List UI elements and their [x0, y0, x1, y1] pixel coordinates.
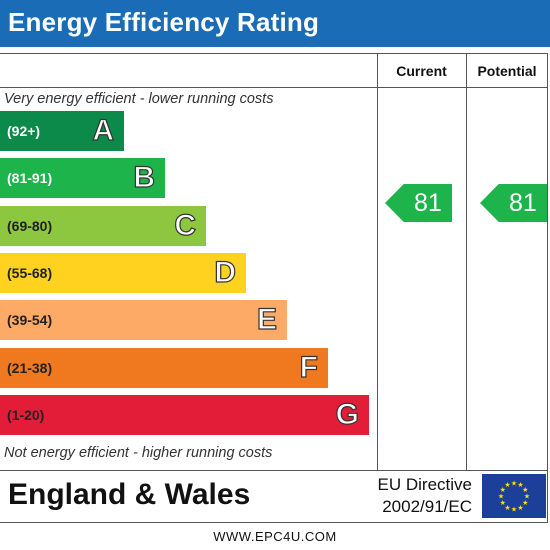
eu-star-icon: ★ [500, 499, 506, 507]
chart-frame [0, 53, 548, 523]
eu-star-icon: ★ [522, 486, 528, 494]
top-efficiency-note: Very energy efficient - lower running co… [4, 91, 274, 107]
band-range-label: (69-80) [7, 218, 53, 234]
eu-star-icon: ★ [522, 499, 528, 507]
eu-star-icon: ★ [504, 504, 510, 512]
band-range-label: (55-68) [7, 265, 53, 281]
eu-stars-icon: ★ ★★★★★★★★★★★ [498, 480, 530, 514]
band-g: (1-20) G [0, 395, 369, 435]
eu-flag-icon: ★ ★ ★ ★ ★ ★ ★ ★ ★ ★ ★ ★ [482, 474, 546, 518]
band-letter: E [256, 302, 277, 336]
band-letter: C [174, 208, 197, 242]
current-rating-value: 81 [413, 189, 442, 217]
band-c: (69-80) C [0, 206, 206, 246]
band-letter: D [214, 255, 237, 289]
band-letter: A [92, 113, 115, 147]
band-range-label: (92+) [7, 123, 41, 139]
eu-directive-line2: 2002/91/EC [382, 497, 472, 516]
eu-star-icon: ★ [498, 493, 504, 501]
title-bar: Energy Efficiency Rating [0, 0, 550, 47]
eu-star-icon: ★ [511, 480, 517, 488]
eu-star-icon: ★ [517, 481, 523, 489]
column-divider-current [377, 53, 378, 471]
band-e: (39-54) E [0, 300, 287, 340]
band-range-label: (21-38) [7, 360, 53, 376]
band-range-label: (1-20) [7, 407, 45, 423]
page-title: Energy Efficiency Rating [8, 7, 320, 37]
country-label: England & Wales [8, 478, 251, 511]
band-range-label: (81-91) [7, 170, 53, 186]
eu-star-icon: ★ [524, 493, 530, 501]
eu-star-icon: ★ [504, 481, 510, 489]
column-divider-potential [466, 53, 467, 471]
current-column-header: Current [396, 63, 447, 79]
eu-directive-line1: EU Directive [377, 475, 472, 494]
band-letter: G [335, 397, 360, 431]
website-url: WWW.EPC4U.COM [213, 529, 337, 544]
eu-star-icon: ★ [500, 486, 506, 494]
band-letter: B [133, 160, 156, 194]
band-f: (21-38) F [0, 348, 328, 388]
potential-column-header: Potential [477, 63, 537, 79]
header-row-divider [0, 87, 548, 88]
band-range-label: (39-54) [7, 312, 53, 328]
band-letter: F [299, 350, 319, 384]
band-b: (81-91) B [0, 158, 165, 198]
potential-rating-value: 81 [508, 189, 537, 217]
band-d: (55-68) D [0, 253, 246, 293]
footer-row-divider [0, 470, 548, 471]
eu-star-icon: ★ [511, 506, 517, 514]
bottom-efficiency-note: Not energy efficient - higher running co… [4, 445, 273, 461]
band-a: (92+) A [0, 111, 124, 151]
eu-star-icon: ★ [517, 504, 523, 512]
